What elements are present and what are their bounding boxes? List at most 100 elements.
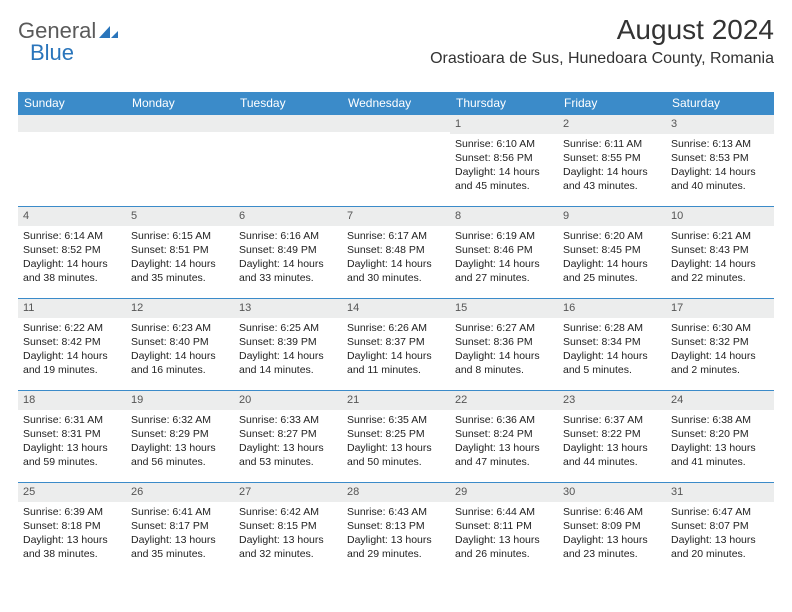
day-details: Sunrise: 6:10 AMSunset: 8:56 PMDaylight:…: [450, 134, 558, 198]
sunset-line: Sunset: 8:11 PM: [455, 519, 553, 533]
sunrise-line: Sunrise: 6:33 AM: [239, 413, 337, 427]
daylight-line: Daylight: 14 hours and 11 minutes.: [347, 349, 445, 377]
daylight-line: Daylight: 14 hours and 19 minutes.: [23, 349, 121, 377]
sunrise-line: Sunrise: 6:47 AM: [671, 505, 769, 519]
day-number: 1: [450, 114, 558, 134]
sunset-line: Sunset: 8:07 PM: [671, 519, 769, 533]
sunrise-line: Sunrise: 6:38 AM: [671, 413, 769, 427]
calendar-day-cell: [342, 114, 450, 206]
sunrise-line: Sunrise: 6:32 AM: [131, 413, 229, 427]
calendar-week-row: 11Sunrise: 6:22 AMSunset: 8:42 PMDayligh…: [18, 298, 774, 390]
daylight-line: Daylight: 14 hours and 14 minutes.: [239, 349, 337, 377]
sunrise-line: Sunrise: 6:37 AM: [563, 413, 661, 427]
logo-text-blue: Blue: [30, 40, 74, 65]
day-details: Sunrise: 6:17 AMSunset: 8:48 PMDaylight:…: [342, 226, 450, 290]
sunrise-line: Sunrise: 6:35 AM: [347, 413, 445, 427]
calendar-day-cell: 22Sunrise: 6:36 AMSunset: 8:24 PMDayligh…: [450, 390, 558, 482]
sunset-line: Sunset: 8:36 PM: [455, 335, 553, 349]
calendar-week-row: 4Sunrise: 6:14 AMSunset: 8:52 PMDaylight…: [18, 206, 774, 298]
day-details: Sunrise: 6:46 AMSunset: 8:09 PMDaylight:…: [558, 502, 666, 566]
sunset-line: Sunset: 8:37 PM: [347, 335, 445, 349]
daylight-line: Daylight: 14 hours and 27 minutes.: [455, 257, 553, 285]
sunset-line: Sunset: 8:18 PM: [23, 519, 121, 533]
calendar-day-cell: 12Sunrise: 6:23 AMSunset: 8:40 PMDayligh…: [126, 298, 234, 390]
sunrise-line: Sunrise: 6:39 AM: [23, 505, 121, 519]
calendar-day-cell: 28Sunrise: 6:43 AMSunset: 8:13 PMDayligh…: [342, 482, 450, 574]
sunset-line: Sunset: 8:51 PM: [131, 243, 229, 257]
calendar-week-row: 1Sunrise: 6:10 AMSunset: 8:56 PMDaylight…: [18, 114, 774, 206]
weekday-header: Wednesday: [342, 92, 450, 114]
daylight-line: Daylight: 14 hours and 8 minutes.: [455, 349, 553, 377]
daylight-line: Daylight: 14 hours and 33 minutes.: [239, 257, 337, 285]
calendar-day-cell: 25Sunrise: 6:39 AMSunset: 8:18 PMDayligh…: [18, 482, 126, 574]
location-line: Orastioara de Sus, Hunedoara County, Rom…: [430, 50, 774, 68]
daylight-line: Daylight: 13 hours and 56 minutes.: [131, 441, 229, 469]
sunrise-line: Sunrise: 6:19 AM: [455, 229, 553, 243]
sunset-line: Sunset: 8:17 PM: [131, 519, 229, 533]
day-details: Sunrise: 6:25 AMSunset: 8:39 PMDaylight:…: [234, 318, 342, 382]
day-number: 30: [558, 482, 666, 502]
weekday-header-row: SundayMondayTuesdayWednesdayThursdayFrid…: [18, 92, 774, 114]
day-details: Sunrise: 6:39 AMSunset: 8:18 PMDaylight:…: [18, 502, 126, 566]
daylight-line: Daylight: 14 hours and 2 minutes.: [671, 349, 769, 377]
calendar-day-cell: 6Sunrise: 6:16 AMSunset: 8:49 PMDaylight…: [234, 206, 342, 298]
sunrise-line: Sunrise: 6:44 AM: [455, 505, 553, 519]
calendar-day-cell: 4Sunrise: 6:14 AMSunset: 8:52 PMDaylight…: [18, 206, 126, 298]
day-number: 9: [558, 206, 666, 226]
sunrise-line: Sunrise: 6:22 AM: [23, 321, 121, 335]
daylight-line: Daylight: 14 hours and 35 minutes.: [131, 257, 229, 285]
day-number: 29: [450, 482, 558, 502]
weekday-header: Tuesday: [234, 92, 342, 114]
day-number: 31: [666, 482, 774, 502]
day-number: 7: [342, 206, 450, 226]
day-details: Sunrise: 6:32 AMSunset: 8:29 PMDaylight:…: [126, 410, 234, 474]
daylight-line: Daylight: 13 hours and 20 minutes.: [671, 533, 769, 561]
daylight-line: Daylight: 13 hours and 59 minutes.: [23, 441, 121, 469]
day-number: 4: [18, 206, 126, 226]
day-number: 11: [18, 298, 126, 318]
day-number: 28: [342, 482, 450, 502]
sunset-line: Sunset: 8:42 PM: [23, 335, 121, 349]
sunset-line: Sunset: 8:52 PM: [23, 243, 121, 257]
sunrise-line: Sunrise: 6:25 AM: [239, 321, 337, 335]
calendar-day-cell: 2Sunrise: 6:11 AMSunset: 8:55 PMDaylight…: [558, 114, 666, 206]
daylight-line: Daylight: 14 hours and 16 minutes.: [131, 349, 229, 377]
calendar-day-cell: 21Sunrise: 6:35 AMSunset: 8:25 PMDayligh…: [342, 390, 450, 482]
sunset-line: Sunset: 8:40 PM: [131, 335, 229, 349]
empty-day-bar: [126, 114, 234, 132]
calendar-day-cell: 15Sunrise: 6:27 AMSunset: 8:36 PMDayligh…: [450, 298, 558, 390]
sunset-line: Sunset: 8:09 PM: [563, 519, 661, 533]
daylight-line: Daylight: 14 hours and 22 minutes.: [671, 257, 769, 285]
calendar-day-cell: 31 Sunrise: 6:47 AMSunset: 8:07 PMDayligh…: [666, 482, 774, 574]
sunset-line: Sunset: 8:15 PM: [239, 519, 337, 533]
sunrise-line: Sunrise: 6:42 AM: [239, 505, 337, 519]
sunset-line: Sunset: 8:20 PM: [671, 427, 769, 441]
calendar-day-cell: 5Sunrise: 6:15 AMSunset: 8:51 PMDaylight…: [126, 206, 234, 298]
sunrise-line: Sunrise: 6:17 AM: [347, 229, 445, 243]
day-details: Sunrise: 6:23 AMSunset: 8:40 PMDaylight:…: [126, 318, 234, 382]
sunset-line: Sunset: 8:29 PM: [131, 427, 229, 441]
day-number: 21: [342, 390, 450, 410]
calendar-day-cell: 27Sunrise: 6:42 AMSunset: 8:15 PMDayligh…: [234, 482, 342, 574]
calendar-week-row: 25Sunrise: 6:39 AMSunset: 8:18 PMDayligh…: [18, 482, 774, 574]
sunset-line: Sunset: 8:43 PM: [671, 243, 769, 257]
day-number: 23: [558, 390, 666, 410]
sunrise-line: Sunrise: 6:27 AM: [455, 321, 553, 335]
sunset-line: Sunset: 8:34 PM: [563, 335, 661, 349]
sunset-line: Sunset: 8:13 PM: [347, 519, 445, 533]
daylight-line: Daylight: 14 hours and 40 minutes.: [671, 165, 769, 193]
calendar-body: 1Sunrise: 6:10 AMSunset: 8:56 PMDaylight…: [18, 114, 774, 574]
day-number: 26: [126, 482, 234, 502]
sunrise-line: Sunrise: 6:30 AM: [671, 321, 769, 335]
day-details: Sunrise: 6:26 AMSunset: 8:37 PMDaylight:…: [342, 318, 450, 382]
sunset-line: Sunset: 8:55 PM: [563, 151, 661, 165]
weekday-header: Thursday: [450, 92, 558, 114]
sunrise-line: Sunrise: 6:16 AM: [239, 229, 337, 243]
calendar-day-cell: 26Sunrise: 6:41 AMSunset: 8:17 PMDayligh…: [126, 482, 234, 574]
sunrise-line: Sunrise: 6:26 AM: [347, 321, 445, 335]
calendar-day-cell: 18Sunrise: 6:31 AMSunset: 8:31 PMDayligh…: [18, 390, 126, 482]
day-details: Sunrise: 6:33 AMSunset: 8:27 PMDaylight:…: [234, 410, 342, 474]
day-number: 25: [18, 482, 126, 502]
day-details: Sunrise: 6:36 AMSunset: 8:24 PMDaylight:…: [450, 410, 558, 474]
daylight-line: Daylight: 14 hours and 38 minutes.: [23, 257, 121, 285]
